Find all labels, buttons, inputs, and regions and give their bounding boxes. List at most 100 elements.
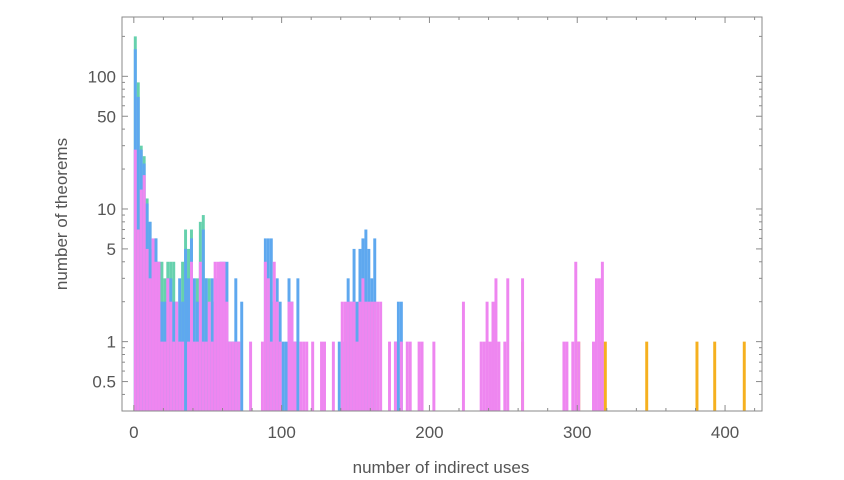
bar-s3-29 (222, 261, 226, 411)
bar-s3-3 (142, 175, 146, 411)
bar-s3-15 (178, 341, 182, 411)
ticks-layer: 0 100 200 300 400 0.5 1 5 10 50 100 (88, 17, 762, 442)
bar-s3-23 (204, 341, 208, 411)
bar-s3-1 (136, 229, 140, 411)
bar-s3-80 (491, 301, 495, 411)
bar-s3-70 (405, 341, 409, 411)
bar-s3-55 (346, 301, 350, 411)
bar-s2-39 (269, 238, 273, 411)
bar-s3-74 (432, 341, 436, 411)
x-tick-label-3: 300 (563, 423, 591, 442)
bar-s3-83 (503, 341, 507, 411)
y-tick-label-4: 50 (97, 107, 116, 126)
bar-s3-65 (376, 301, 380, 411)
bar-s3-26 (213, 261, 217, 411)
bar-s3-21 (198, 261, 202, 411)
x-tick-label-1: 100 (267, 423, 295, 442)
bar-s3-54 (343, 301, 347, 411)
bar-s3-48 (305, 341, 309, 411)
x-tick-label-2: 200 (415, 423, 443, 442)
bar-s3-61 (364, 301, 368, 411)
bar-s3-58 (355, 341, 359, 411)
bar-s3-44 (290, 301, 294, 411)
bar-s0-6 (695, 341, 699, 411)
bar-s3-35 (249, 341, 253, 411)
bar-s3-57 (352, 301, 356, 411)
bar-s3-94 (600, 261, 604, 411)
bar-s3-84 (506, 278, 510, 411)
bar-s3-47 (302, 341, 306, 411)
bars-layer (133, 36, 746, 412)
bar-s2-43 (281, 341, 285, 411)
bar-s3-11 (166, 278, 170, 411)
y-tick-label-5: 100 (88, 67, 116, 86)
bar-s3-0 (133, 149, 137, 411)
bar-s0-8 (742, 341, 746, 411)
bar-s3-2 (139, 189, 143, 411)
bar-s2-49 (337, 341, 341, 411)
bar-s3-81 (494, 278, 498, 411)
bar-s3-42 (278, 341, 282, 411)
bar-s3-53 (340, 301, 344, 411)
bar-s3-62 (367, 301, 371, 411)
bar-s3-36 (260, 341, 264, 411)
bar-s3-85 (521, 278, 525, 411)
bar-s2-36 (240, 301, 244, 411)
bar-s3-88 (571, 341, 575, 411)
bar-s3-27 (216, 261, 220, 411)
bar-s3-22 (201, 341, 205, 411)
bar-s3-63 (370, 301, 374, 411)
bar-s3-13 (172, 341, 176, 411)
bar-s3-75 (461, 301, 465, 411)
bar-s3-52 (331, 341, 335, 411)
bar-s3-40 (272, 261, 276, 411)
y-tick-label-2: 5 (107, 240, 116, 259)
bar-s3-37 (263, 261, 267, 411)
bar-s3-89 (574, 261, 578, 411)
bar-s3-82 (497, 341, 501, 411)
bar-s3-4 (145, 248, 149, 411)
bar-s3-79 (488, 341, 492, 411)
bar-s3-78 (485, 301, 489, 411)
bar-s3-66 (379, 301, 383, 411)
bar-s0-5 (645, 341, 649, 411)
bar-s3-28 (219, 261, 223, 411)
bar-s3-73 (420, 341, 424, 411)
bar-s3-64 (373, 301, 377, 411)
bar-s3-77 (482, 341, 486, 411)
bar-s3-31 (228, 341, 232, 411)
bar-s2-48 (296, 278, 300, 411)
bar-s3-30 (225, 301, 229, 411)
bar-s0-4 (603, 341, 607, 411)
bar-s3-56 (349, 301, 353, 411)
bar-s3-18 (189, 261, 193, 411)
bar-s3-39 (269, 341, 273, 411)
x-tick-label-4: 400 (711, 423, 739, 442)
bar-s3-20 (195, 341, 199, 411)
bar-s3-45 (293, 341, 297, 411)
bar-s2-23 (201, 229, 205, 411)
bar-s3-43 (287, 301, 291, 411)
y-tick-label-3: 10 (97, 200, 116, 219)
bar-s3-86 (562, 341, 566, 411)
bar-s3-60 (361, 278, 365, 411)
bar-s2-62 (396, 301, 400, 411)
x-tick-label-0: 0 (129, 423, 138, 442)
bar-s3-10 (163, 341, 167, 411)
y-axis-title: number of theorems (52, 138, 71, 290)
bar-s3-17 (187, 341, 190, 411)
bar-s3-51 (323, 341, 326, 411)
bar-s3-8 (157, 261, 161, 411)
bar-s3-33 (234, 341, 238, 411)
bar-s3-32 (231, 341, 235, 411)
bar-s2-44 (284, 341, 288, 411)
x-axis-title: number of indirect uses (353, 458, 530, 477)
bar-s3-5 (148, 278, 152, 411)
bar-s3-7 (154, 261, 158, 411)
bar-s2-17 (184, 248, 188, 411)
bar-s3-93 (597, 278, 601, 411)
bar-s3-34 (237, 341, 241, 411)
bar-s3-16 (181, 341, 185, 411)
bar-s3-41 (275, 301, 279, 411)
